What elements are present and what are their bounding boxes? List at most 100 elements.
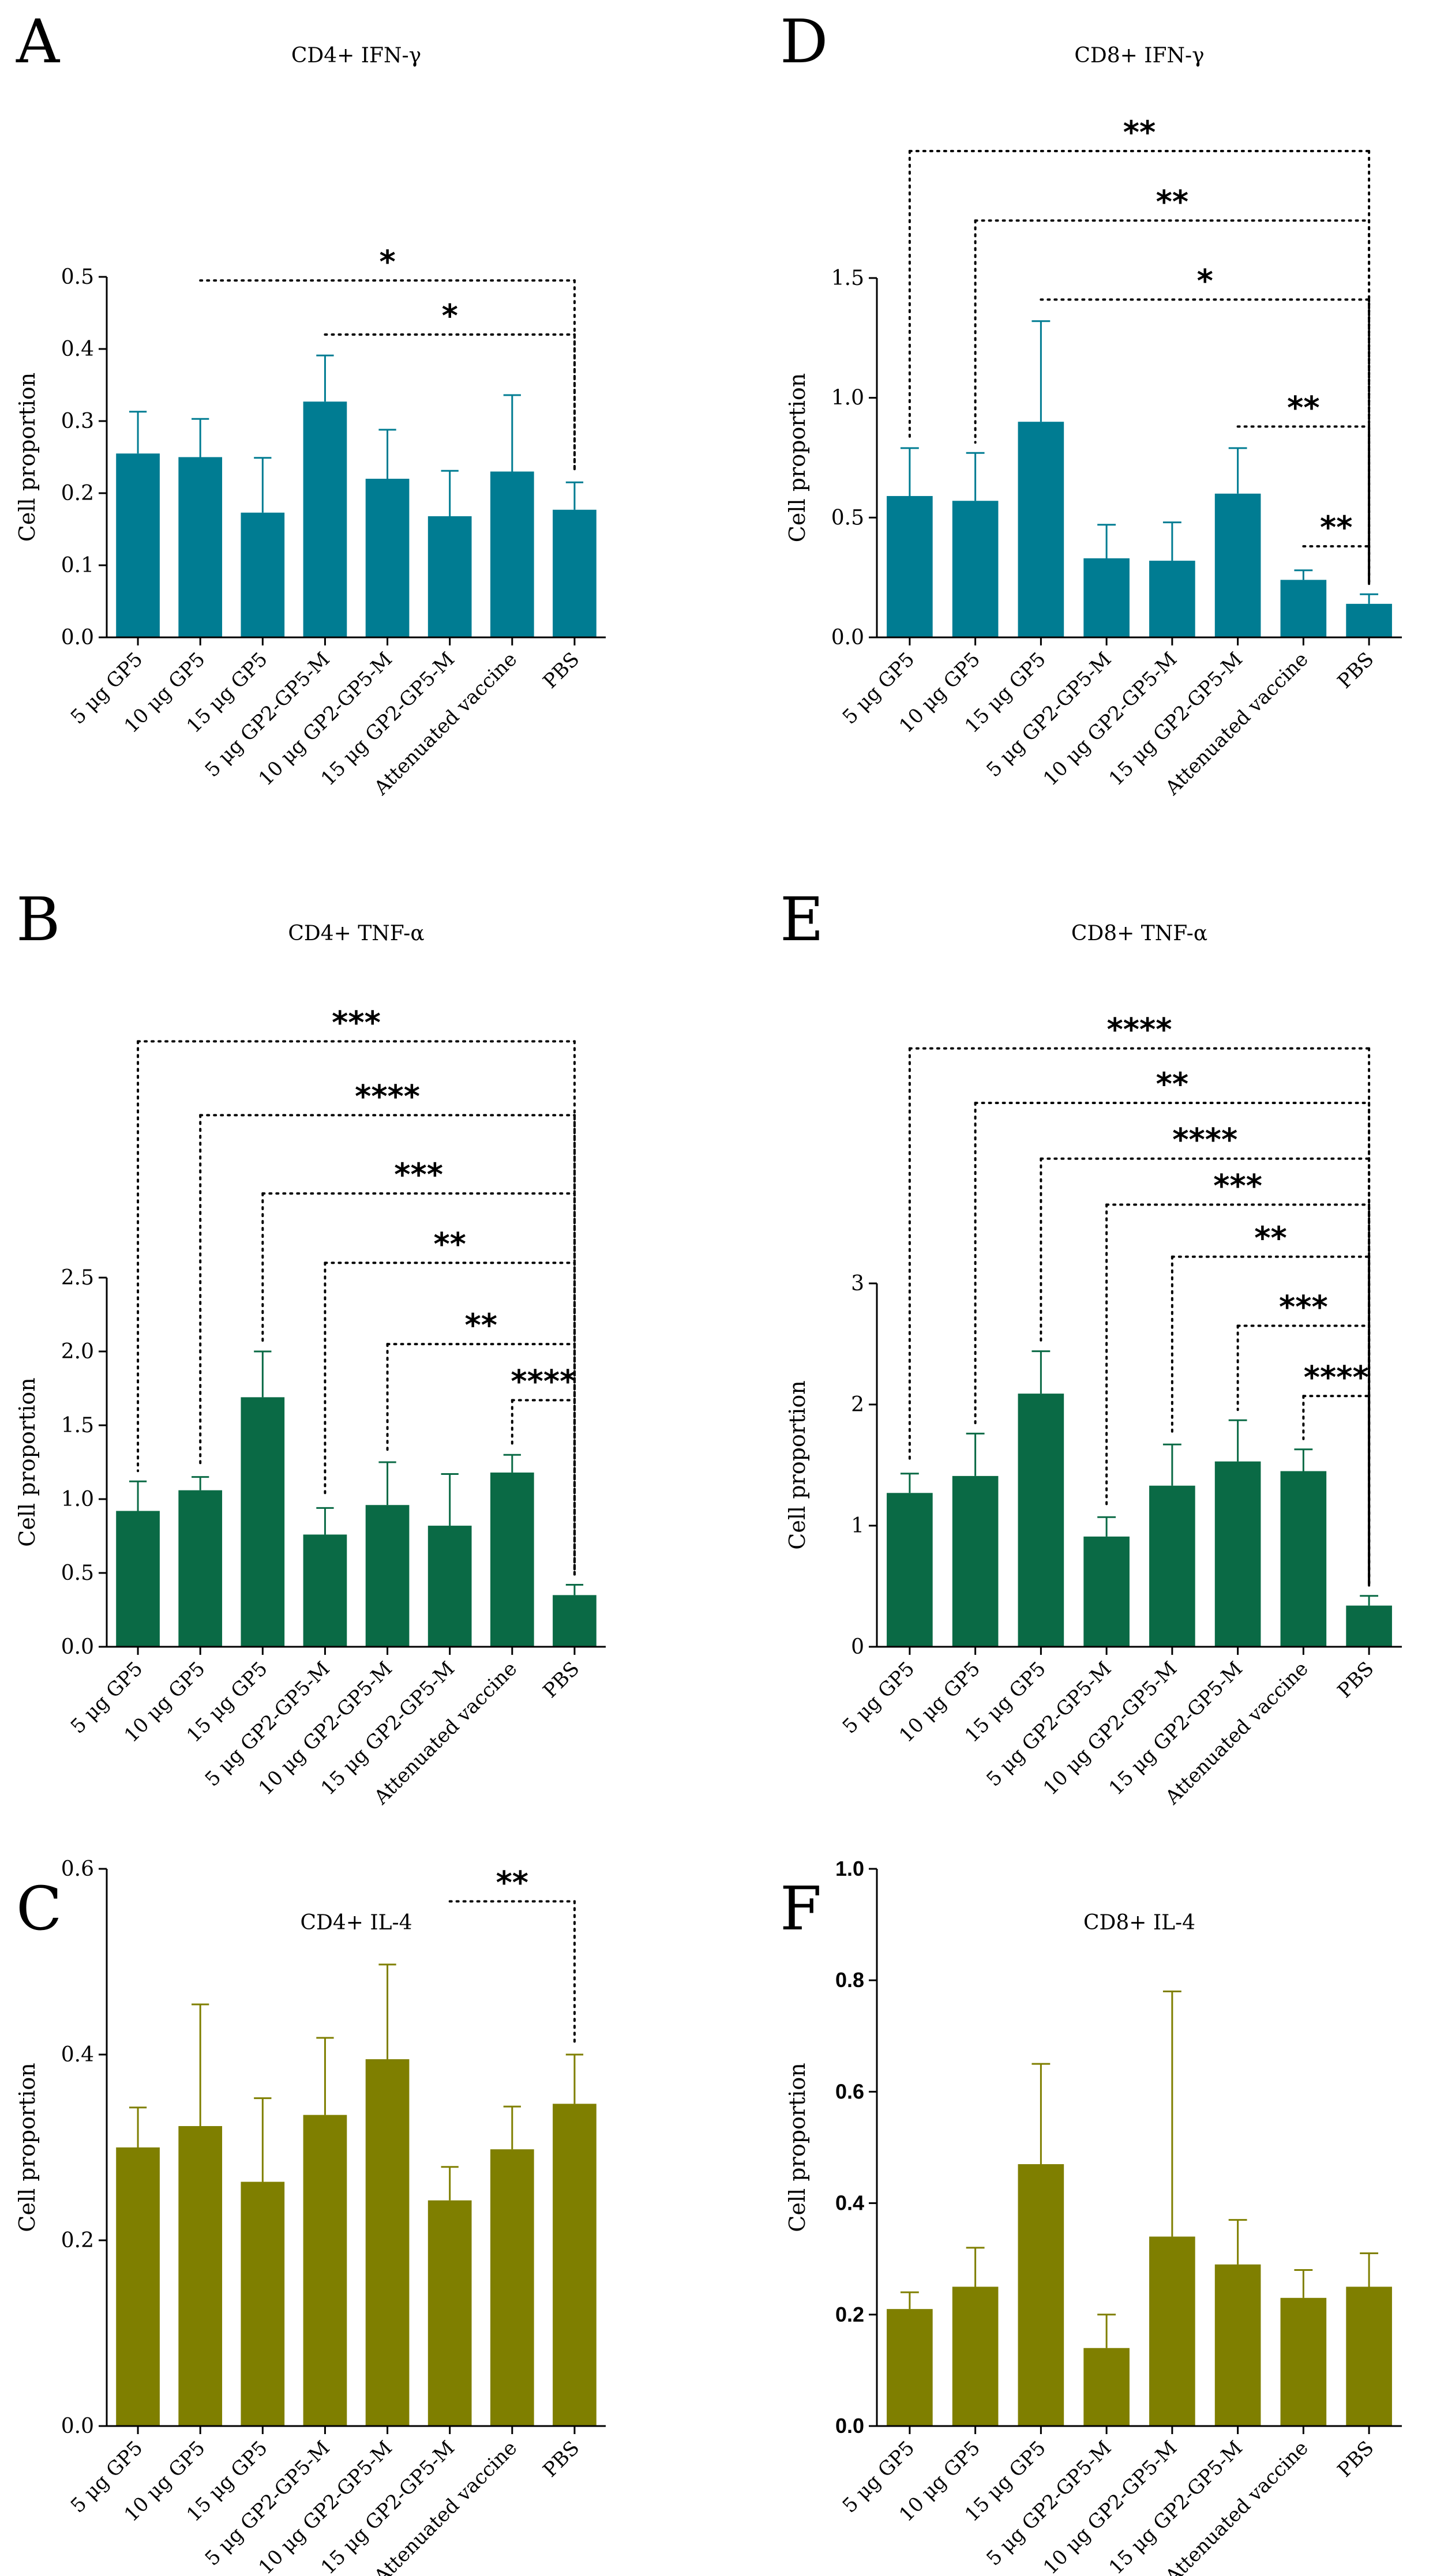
significance-label: * xyxy=(442,298,458,334)
y-tick-label: 2 xyxy=(851,1393,864,1417)
x-tick-label: PBS xyxy=(1333,648,1379,693)
significance-label: ** xyxy=(433,1226,466,1262)
panel-d: D CD8+ IFN-γ Cell proportion 0.0 0.5 1.0 1.5 5 … xyxy=(780,6,1402,800)
panel-f: F CD8+ IL-4 Cell proportion 0.0 0.2 0.4 0.6 0.8… xyxy=(780,1857,1402,2576)
bar xyxy=(490,1472,534,1647)
significance-label: *** xyxy=(332,1004,381,1041)
x-tick-label: PBS xyxy=(539,648,584,693)
x-tick-label: PBS xyxy=(539,2436,584,2482)
y-tick-label: 0.0 xyxy=(61,626,94,649)
y-tick-label: 0.6 xyxy=(61,1857,94,1881)
bar xyxy=(952,2286,999,2426)
bar xyxy=(303,2115,347,2426)
bar xyxy=(1018,1394,1064,1647)
bar xyxy=(427,1526,472,1647)
y-axis-label: Cell proportion xyxy=(14,2063,40,2232)
significance-label: ** xyxy=(1320,509,1352,546)
bar xyxy=(1280,580,1327,637)
y-axis-label: Cell proportion xyxy=(14,1377,40,1546)
bar xyxy=(116,1511,160,1647)
y-tick-label: 0.2 xyxy=(61,2229,94,2252)
bar xyxy=(1346,2286,1392,2426)
bar xyxy=(1149,1485,1195,1647)
x-tick-label: PBS xyxy=(539,1657,584,1703)
bar xyxy=(1346,1605,1392,1647)
significance-label: *** xyxy=(394,1156,443,1193)
y-tick-label: 0.0 xyxy=(831,626,864,649)
y-tick-label: 2.5 xyxy=(61,1266,94,1290)
bar xyxy=(427,2200,472,2426)
y-tick-label: 1.0 xyxy=(61,1488,94,1511)
chart-title: CD8+ TNF-α xyxy=(1071,922,1207,945)
bar xyxy=(365,479,410,637)
bar xyxy=(1149,2236,1195,2426)
significance-label: **** xyxy=(1304,1359,1369,1395)
significance-label: **** xyxy=(511,1363,576,1399)
bar xyxy=(1214,493,1261,637)
significance-label: ** xyxy=(1254,1220,1286,1256)
y-tick-label: 0.6 xyxy=(835,2079,864,2103)
y-tick-label: 0 xyxy=(851,1635,864,1659)
bar xyxy=(303,1534,347,1647)
panel-letter: C xyxy=(16,1873,62,1944)
bar xyxy=(553,2104,597,2426)
significance-label: ** xyxy=(1156,183,1188,220)
bar xyxy=(1083,1536,1130,1647)
y-axis-label: Cell proportion xyxy=(785,373,810,542)
y-tick-label: 1.5 xyxy=(61,1414,94,1437)
bar xyxy=(1214,2264,1261,2426)
y-tick-label: 0.2 xyxy=(61,482,94,505)
y-tick-label: 0.8 xyxy=(835,1968,864,1992)
bar xyxy=(553,509,597,637)
bar xyxy=(1083,2348,1130,2426)
y-tick-label: 0.5 xyxy=(831,506,864,530)
bar xyxy=(1018,2164,1064,2426)
bar xyxy=(1280,2297,1327,2426)
bar xyxy=(303,401,347,637)
significance-label: **** xyxy=(1172,1122,1237,1158)
y-tick-label: 0.4 xyxy=(835,2191,864,2215)
bar xyxy=(178,457,223,637)
y-tick-label: 0.4 xyxy=(61,2043,94,2067)
significance-label: * xyxy=(379,243,395,280)
x-tick-label: PBS xyxy=(1333,2436,1379,2482)
bar xyxy=(241,512,285,637)
significance-label: ** xyxy=(465,1307,497,1343)
chart-title: CD4+ IFN-γ xyxy=(291,44,421,67)
significance-label: * xyxy=(1197,262,1213,299)
bar xyxy=(887,1493,933,1647)
y-tick-label: 3 xyxy=(851,1272,864,1295)
bar xyxy=(427,516,472,637)
y-tick-label: 0.3 xyxy=(61,410,94,433)
y-tick-label: 0.2 xyxy=(835,2303,864,2326)
y-axis-label: Cell proportion xyxy=(785,2063,810,2232)
bar xyxy=(952,501,999,637)
bar xyxy=(178,2126,223,2426)
bar xyxy=(365,2059,410,2426)
panel-letter: E xyxy=(780,884,824,955)
bar xyxy=(241,1397,285,1647)
significance-label: ** xyxy=(1156,1066,1188,1102)
bar xyxy=(116,453,160,637)
significance-label: **** xyxy=(355,1078,420,1114)
y-axis-label: Cell proportion xyxy=(785,1380,810,1549)
bar xyxy=(952,1475,999,1647)
chart-title: CD8+ IL-4 xyxy=(1083,1911,1195,1935)
panel-b: B CD4+ TNF-α Cell proportion 0.0 0.5 1.0 1.5 2.… xyxy=(14,884,606,1809)
panel-letter: B xyxy=(16,884,60,955)
y-tick-label: 0.4 xyxy=(61,337,94,361)
bar xyxy=(116,2147,160,2426)
bar xyxy=(241,2181,285,2426)
bar xyxy=(1346,603,1392,637)
bar xyxy=(365,1505,410,1647)
y-tick-label: 0.0 xyxy=(61,1635,94,1659)
y-tick-label: 0.0 xyxy=(835,2414,864,2438)
panel-letter: A xyxy=(16,6,61,77)
y-axis-label: Cell proportion xyxy=(14,373,40,542)
chart-title: CD4+ TNF-α xyxy=(288,922,424,945)
y-tick-label: 1 xyxy=(851,1514,864,1538)
y-tick-label: 0.0 xyxy=(61,2414,94,2438)
bar xyxy=(1280,1471,1327,1647)
